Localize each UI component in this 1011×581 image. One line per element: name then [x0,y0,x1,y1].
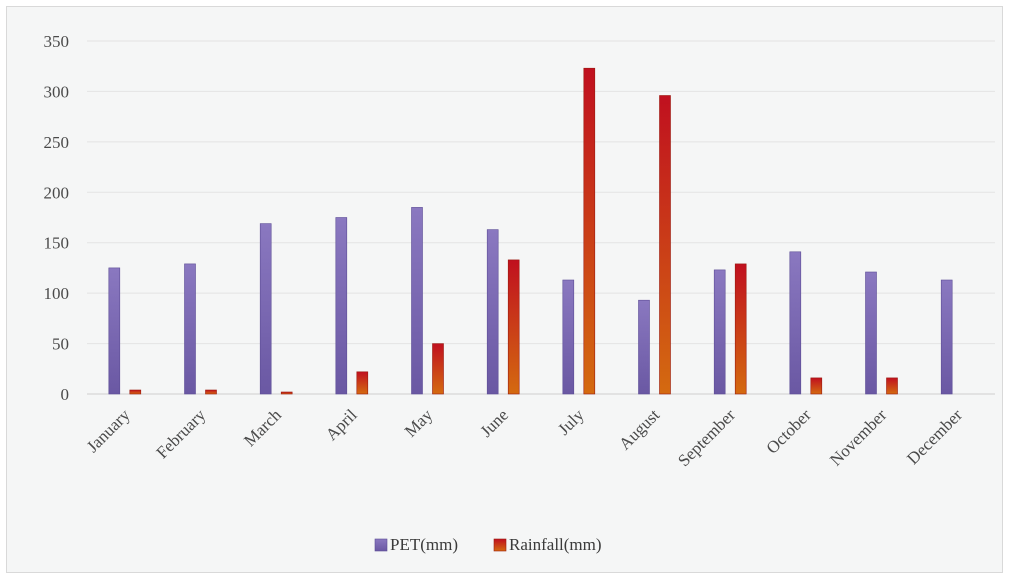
y-tick-label-0: 0 [61,385,70,404]
bar-pet-august [638,299,650,395]
chart-frame: 0 50 100 150 200 250 300 350 January February Mar… [6,6,1003,573]
bar-chart: 0 50 100 150 200 250 300 350 January February Mar… [44,32,995,554]
bar-rainfall-april [356,371,369,395]
bar-rainfall-july [583,67,596,395]
x-tick-label-october: October [763,405,815,457]
y-tick-label-200: 200 [44,183,70,202]
bar-pet-december [940,279,953,395]
y-tick-label-150: 150 [44,234,70,253]
bars [108,67,953,395]
bar-pet-february [184,263,196,395]
x-tick-label-december: December [903,405,966,468]
x-tick-label-april: April [322,405,361,444]
y-tick-label-50: 50 [52,335,69,354]
x-tick-label-september: September [674,405,739,470]
x-tick-label-november: November [826,405,890,469]
bar-pet-may [411,207,423,395]
bar-pet-september [713,269,726,395]
y-tick-label-300: 300 [44,82,70,101]
x-tick-label-march: March [240,405,285,450]
bar-pet-june [486,229,499,395]
y-tick-label-100: 100 [44,284,70,303]
x-axis-labels: January February March April May June July Augu… [83,405,966,470]
bar-rainfall-august [659,95,671,395]
bar-rainfall-january [129,389,142,395]
bar-rainfall-september [734,263,747,395]
bar-pet-march [259,223,272,395]
legend-label-rainfall: Rainfall(mm) [509,535,602,554]
legend: PET(mm) Rainfall(mm) [374,535,602,554]
y-axis-ticks: 0 50 100 150 200 250 300 350 [44,32,70,404]
bar-rainfall-june [507,259,520,395]
x-tick-label-february: February [152,405,209,462]
y-tick-label-250: 250 [44,133,70,152]
bar-rainfall-march [280,391,293,395]
bar-pet-october [789,251,802,395]
x-tick-label-june: June [477,405,512,440]
legend-swatch-rainfall [493,538,507,552]
x-tick-label-january: January [83,405,134,456]
x-tick-label-may: May [401,405,437,441]
bar-pet-april [335,217,348,395]
x-tick-label-july: July [554,405,588,439]
legend-swatch-pet [374,538,388,552]
bar-pet-january [108,267,121,395]
bar-rainfall-november [886,377,898,395]
y-tick-label-350: 350 [44,32,70,51]
grid-lines [87,40,995,395]
bar-pet-november [865,271,877,395]
bar-rainfall-february [205,389,217,395]
bar-rainfall-may [432,343,444,395]
bar-rainfall-october [810,377,823,395]
bar-pet-july [562,279,575,395]
legend-label-pet: PET(mm) [390,535,458,554]
x-tick-label-august: August [615,405,663,453]
